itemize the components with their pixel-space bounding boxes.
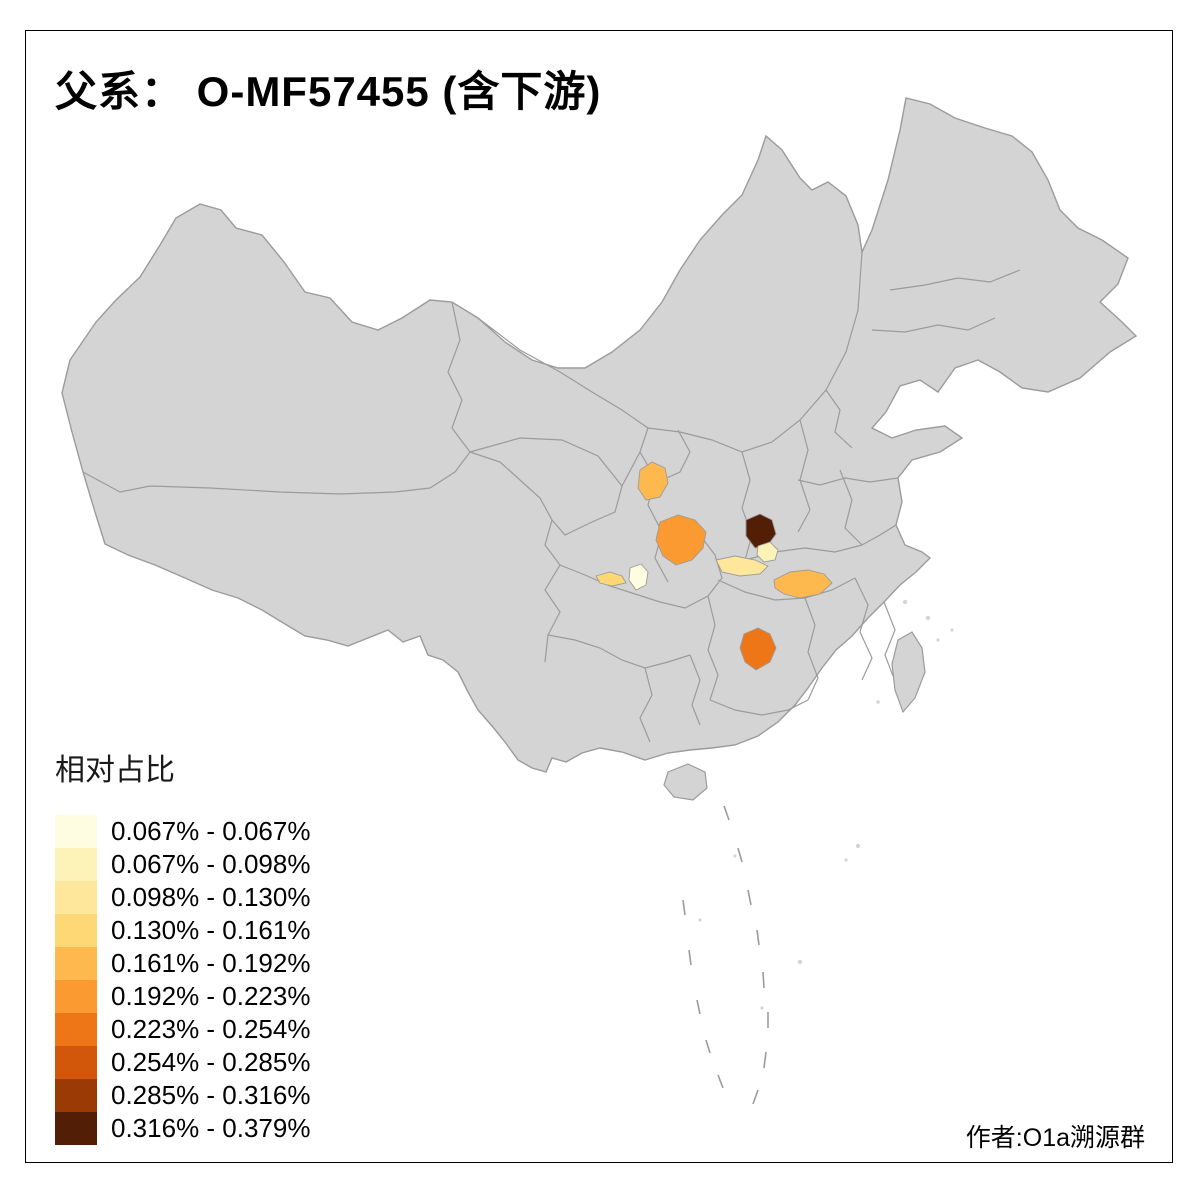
legend-swatch: [55, 980, 97, 1013]
legend-item: 0.223% - 0.254%: [55, 1013, 310, 1046]
legend-label: 0.130% - 0.161%: [111, 915, 311, 945]
highlight-region-6: [756, 541, 779, 563]
legend-swatch: [55, 1046, 97, 1079]
highlight-region-9: [739, 627, 777, 671]
legend-item: 0.254% - 0.285%: [55, 1046, 310, 1079]
legend-swatch: [55, 881, 97, 914]
offshore-islands: [698, 599, 954, 1010]
highlight-region-3: [595, 571, 627, 587]
legend-label: 0.223% - 0.254%: [111, 1014, 311, 1044]
legend-swatch: [55, 848, 97, 881]
legend-item: 0.316% - 0.379%: [55, 1112, 310, 1145]
legend-item: 0.130% - 0.161%: [55, 914, 310, 947]
legend-item: 0.067% - 0.098%: [55, 848, 310, 881]
page-title: 父系： O-MF57455 (含下游): [55, 68, 602, 115]
legend-label: 0.098% - 0.130%: [111, 882, 311, 912]
province-borders: [82, 251, 1021, 743]
legend-item: 0.161% - 0.192%: [55, 947, 310, 980]
highlight-region-1: [637, 461, 669, 501]
nine-dash-line: [682, 805, 769, 1105]
legend-swatch: [55, 1013, 97, 1046]
highlight-region-4: [628, 563, 649, 591]
legend-swatch: [55, 815, 97, 848]
highlight-region-7: [715, 555, 769, 577]
legend-item: 0.192% - 0.223%: [55, 980, 310, 1013]
legend-label: 0.285% - 0.316%: [111, 1080, 311, 1110]
legend: 相对占比 0.067% - 0.067% 0.067% - 0.098% 0.0…: [55, 745, 310, 1145]
legend-swatch: [55, 1112, 97, 1145]
legend-swatch: [55, 914, 97, 947]
taiwan-island: [891, 631, 926, 714]
legend-label: 0.161% - 0.192%: [111, 948, 311, 978]
legend-swatch: [55, 947, 97, 980]
legend-label: 0.192% - 0.223%: [111, 981, 311, 1011]
legend-label: 0.067% - 0.098%: [111, 849, 311, 879]
legend-label: 0.254% - 0.285%: [111, 1047, 311, 1077]
legend-swatch: [55, 1079, 97, 1112]
highlight-region-8: [773, 569, 833, 599]
legend-label: 0.067% - 0.067%: [111, 816, 311, 846]
legend-title: 相对占比: [55, 754, 175, 787]
highlight-region-5: [745, 513, 777, 549]
legend-label: 0.316% - 0.379%: [111, 1113, 311, 1143]
hainan-island: [663, 763, 708, 801]
legend-item: 0.067% - 0.067%: [55, 815, 310, 848]
highlight-regions: [595, 461, 833, 671]
legend-item: 0.285% - 0.316%: [55, 1079, 310, 1112]
china-mainland: [61, 97, 1138, 773]
legend-item: 0.098% - 0.130%: [55, 881, 310, 914]
highlight-region-2: [655, 514, 707, 566]
author-credit: 作者:O1a溯源群: [965, 1124, 1145, 1152]
